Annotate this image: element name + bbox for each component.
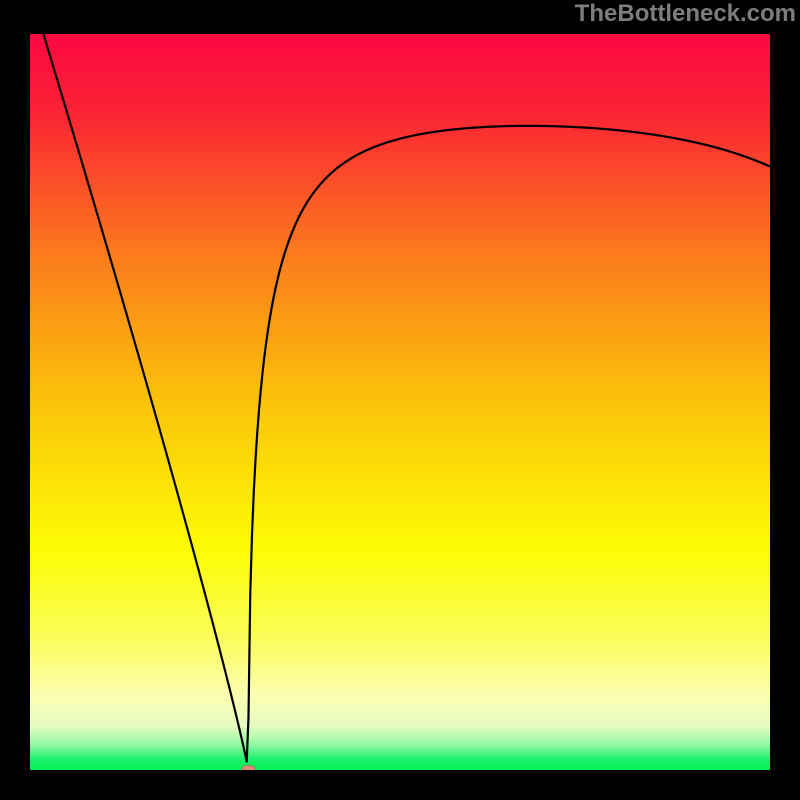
heatmap-background — [30, 34, 770, 770]
watermark-text: TheBottleneck.com — [575, 0, 796, 27]
bottleneck-chart: TheBottleneck.com — [0, 0, 800, 800]
bottleneck-chart-container: { "watermark": { "text": "TheBottleneck.… — [0, 0, 800, 800]
